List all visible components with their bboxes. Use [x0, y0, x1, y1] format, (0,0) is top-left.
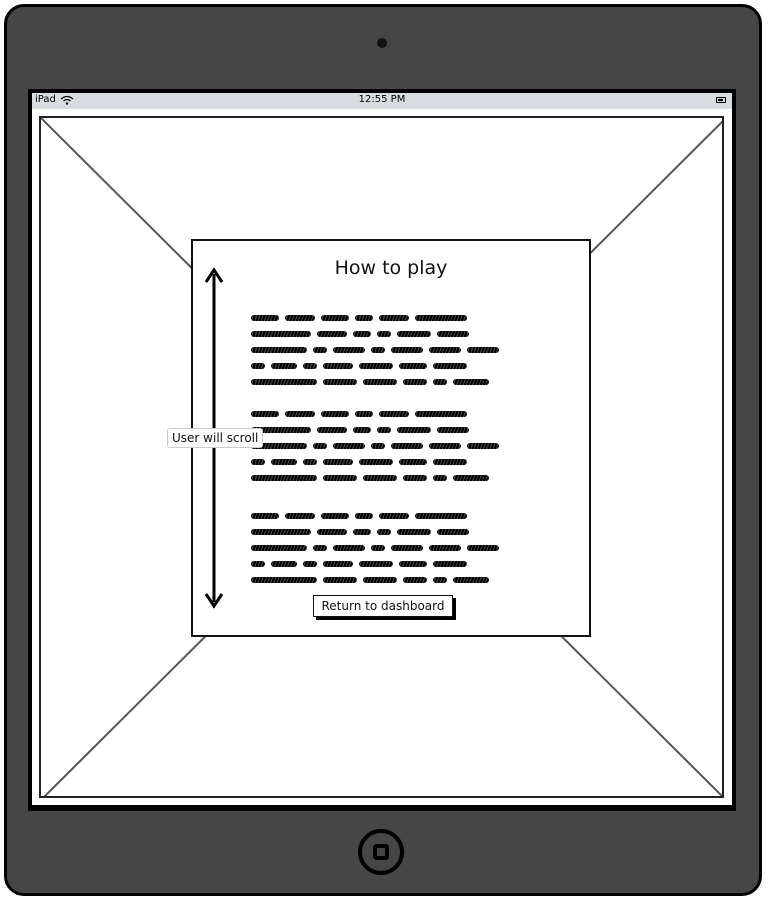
scribble-line [251, 543, 499, 552]
scribble-line [251, 527, 499, 536]
scribble-paragraph-2 [251, 409, 499, 489]
scribble-line [251, 457, 499, 466]
status-left: iPad [35, 94, 74, 105]
scribble-line [251, 313, 499, 322]
battery-icon [716, 97, 726, 103]
scribble-line [251, 361, 499, 370]
scroll-annotation-label: User will scroll [167, 428, 264, 448]
return-to-dashboard-button[interactable]: Return to dashboard [313, 595, 453, 617]
status-bar: iPad 12:55 PM [32, 93, 732, 109]
scribble-line [251, 559, 499, 568]
scribble-line [251, 511, 499, 520]
scribble-paragraph-1 [251, 313, 499, 393]
scribble-line [251, 425, 499, 434]
status-time: 12:55 PM [358, 94, 406, 105]
scribble-line [251, 575, 499, 584]
scribble-paragraph-3 [251, 511, 499, 591]
home-button-icon[interactable] [358, 829, 404, 875]
scribble-line [251, 473, 499, 482]
device-label: iPad [35, 94, 56, 105]
camera-icon [377, 38, 387, 48]
home-button-inner [373, 844, 389, 860]
scribble-line [251, 377, 499, 386]
scribble-line [251, 409, 499, 418]
scribble-line [251, 345, 499, 354]
dialog-title: How to play [334, 257, 448, 279]
scribble-line [251, 329, 499, 338]
scribble-line [251, 441, 499, 450]
wifi-icon [60, 95, 74, 105]
